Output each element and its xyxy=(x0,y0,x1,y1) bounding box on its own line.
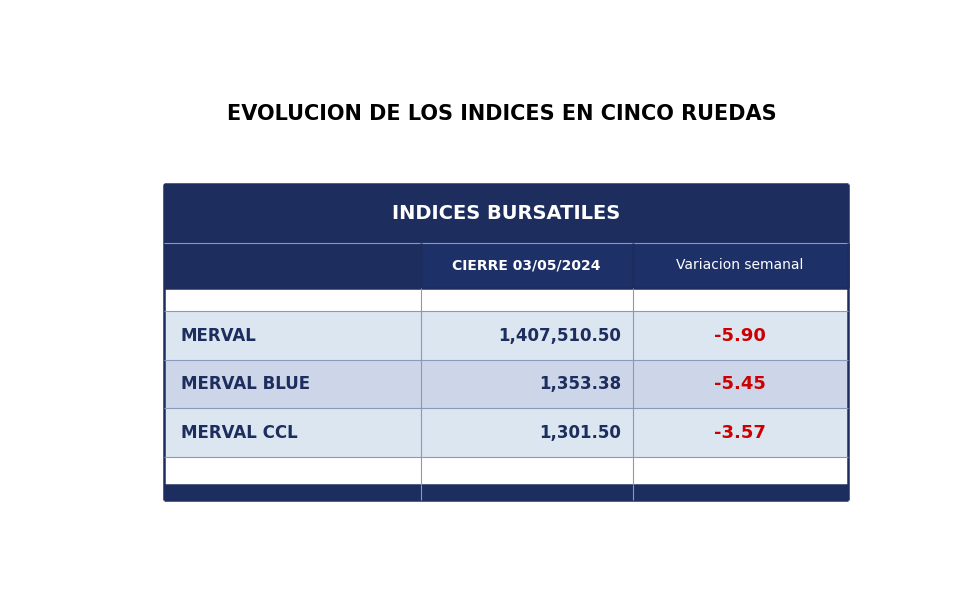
Text: -5.45: -5.45 xyxy=(714,375,766,393)
Text: Variacion semanal: Variacion semanal xyxy=(676,258,804,272)
Text: 1,353.38: 1,353.38 xyxy=(539,375,621,393)
Text: MERVAL CCL: MERVAL CCL xyxy=(181,424,298,442)
Text: -3.57: -3.57 xyxy=(714,424,766,442)
Bar xyxy=(165,485,848,501)
Text: MERVAL: MERVAL xyxy=(181,327,257,345)
Text: MERVAL BLUE: MERVAL BLUE xyxy=(181,375,310,393)
Text: EVOLUCION DE LOS INDICES EN CINCO RUEDAS: EVOLUCION DE LOS INDICES EN CINCO RUEDAS xyxy=(227,104,777,124)
Bar xyxy=(165,288,848,312)
Text: -5.90: -5.90 xyxy=(714,327,766,345)
Bar xyxy=(420,243,848,288)
Bar xyxy=(165,457,848,485)
Text: 1,407,510.50: 1,407,510.50 xyxy=(498,327,621,345)
Bar xyxy=(165,243,420,288)
Text: CIERRE 03/05/2024: CIERRE 03/05/2024 xyxy=(453,258,601,272)
Text: INDICES BURSATILES: INDICES BURSATILES xyxy=(392,204,620,223)
Text: 1,301.50: 1,301.50 xyxy=(539,424,621,442)
